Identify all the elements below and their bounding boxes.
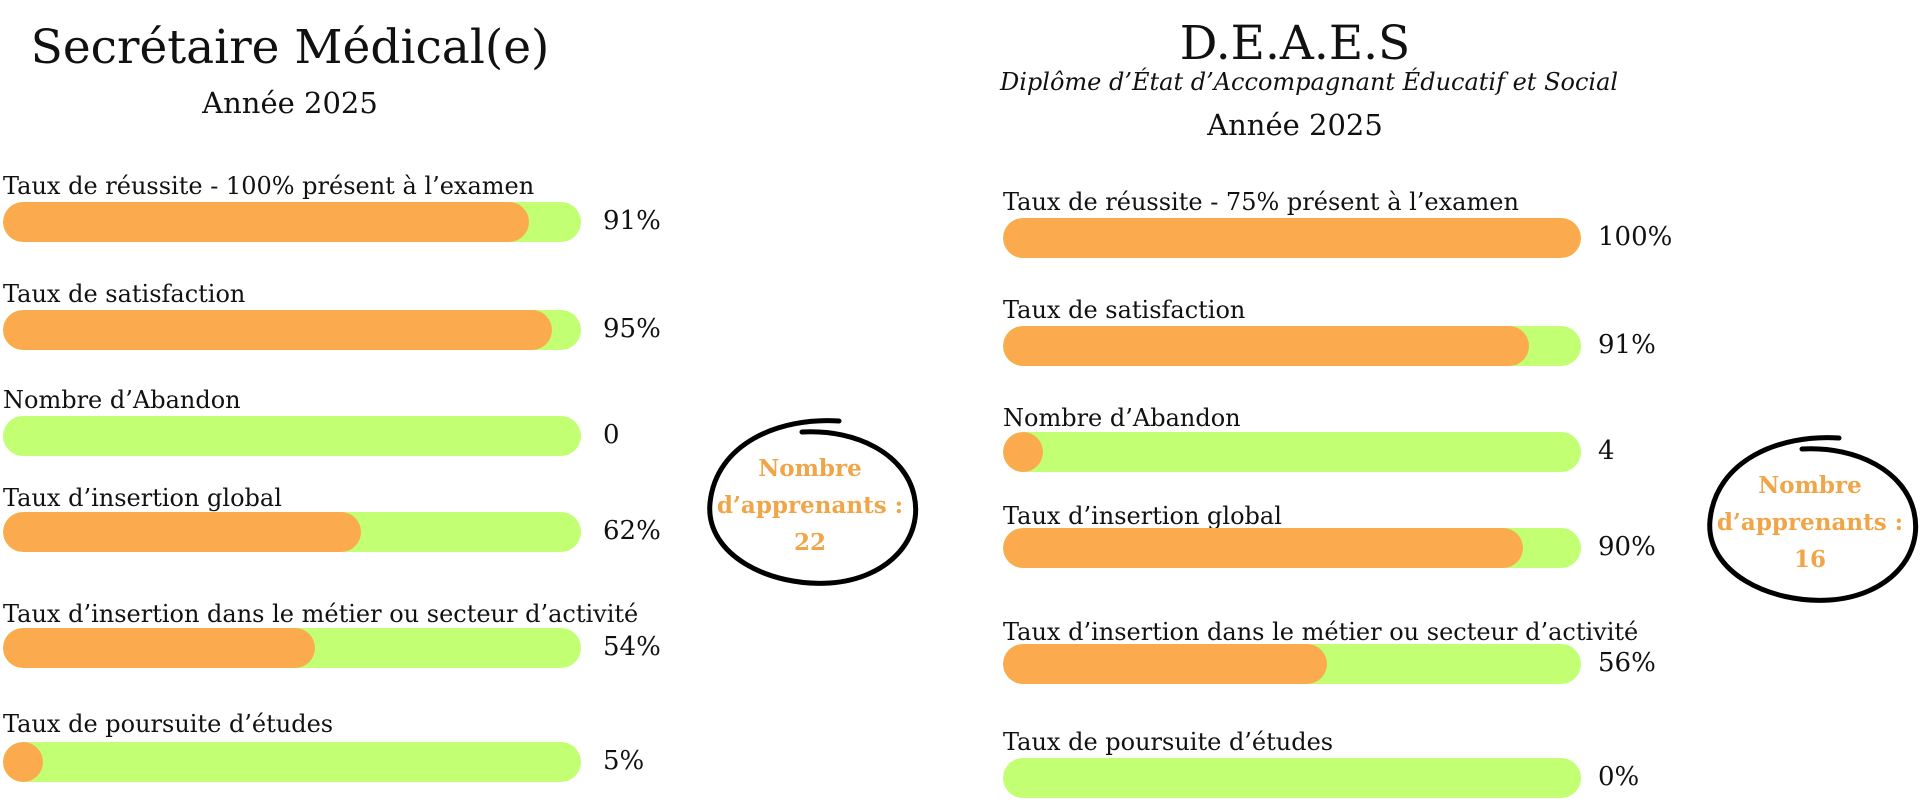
left-bar-track (3, 416, 581, 456)
right-subtitle: Diplôme d’État d’Accompagnant Éducatif e… (1000, 68, 1619, 96)
right-bar-track (1003, 758, 1581, 798)
right-bar-track (1003, 644, 1581, 684)
left-bar-label: Taux d’insertion global (3, 484, 282, 512)
right-bar-track (1003, 218, 1581, 258)
right-bar-fill (1003, 218, 1581, 258)
left-bar-label: Nombre d’Abandon (3, 386, 241, 414)
left-bar-track (3, 742, 581, 782)
left-title: Secrétaire Médical(e) (30, 20, 550, 75)
left-bar-label: Taux de poursuite d’études (3, 710, 334, 738)
right-bar-value: 4 (1598, 436, 1615, 466)
right-bar-value: 90% (1598, 532, 1656, 562)
right-bar-label: Taux d’insertion dans le métier ou secte… (1003, 618, 1639, 646)
right-bar-track (1003, 528, 1581, 568)
left-bar-value: 5% (603, 746, 645, 776)
left-badge-count: 22 (793, 528, 826, 556)
right-badge-line2: d’apprenants : (1716, 508, 1904, 536)
left-badge-line2: d’apprenants : (716, 491, 904, 519)
left-bar-fill (3, 310, 552, 350)
right-badge-count: 16 (1793, 545, 1826, 573)
left-bar-value: 91% (603, 206, 661, 236)
right-bar-label: Taux de poursuite d’études (1003, 728, 1334, 756)
left-badge-line1: Nombre (758, 454, 862, 482)
right-badge-line1: Nombre (1758, 471, 1862, 499)
right-bar-track (1003, 326, 1581, 366)
right-bar-value: 0% (1598, 762, 1640, 792)
left-bar-label: Taux de réussite - 100% présent à l’exam… (3, 172, 535, 200)
hand-drawn-circle-icon (707, 418, 919, 586)
right-bar-track (1003, 432, 1581, 472)
hand-drawn-circle-icon (1707, 435, 1919, 603)
left-bar-label: Taux d’insertion dans le métier ou secte… (3, 600, 639, 628)
left-year: Année 2025 (202, 86, 378, 120)
right-bar-fill (1003, 326, 1529, 366)
right-bar-label: Taux de satisfaction (1003, 296, 1246, 324)
left-bar-value: 54% (603, 632, 661, 662)
right-bar-fill (1003, 644, 1327, 684)
left-bar-value: 0 (603, 420, 620, 450)
right-year: Année 2025 (1207, 108, 1383, 142)
left-bar-value: 95% (603, 314, 661, 344)
right-bar-label: Taux d’insertion global (1003, 502, 1282, 530)
right-bar-label: Taux de réussite - 75% présent à l’exame… (1003, 188, 1519, 216)
left-bar-fill (3, 512, 361, 552)
left-bar-fill (3, 628, 315, 668)
right-bar-value: 100% (1598, 222, 1673, 252)
right-bar-fill (1003, 432, 1043, 472)
right-learners-badge: Nombre d’apprenants : 16 (1700, 432, 1920, 612)
left-bar-label: Taux de satisfaction (3, 280, 246, 308)
left-bar-value: 62% (603, 516, 661, 546)
left-bar-track (3, 512, 581, 552)
left-bar-track (3, 202, 581, 242)
left-bar-fill (3, 742, 43, 782)
right-bar-fill (1003, 528, 1523, 568)
right-bar-value: 91% (1598, 330, 1656, 360)
left-bar-track (3, 628, 581, 668)
right-bar-value: 56% (1598, 648, 1656, 678)
right-title: D.E.A.E.S (1179, 16, 1411, 71)
left-learners-badge: Nombre d’apprenants : 22 (700, 415, 920, 595)
left-bar-fill (3, 202, 529, 242)
left-bar-track (3, 310, 581, 350)
right-bar-label: Nombre d’Abandon (1003, 404, 1241, 432)
